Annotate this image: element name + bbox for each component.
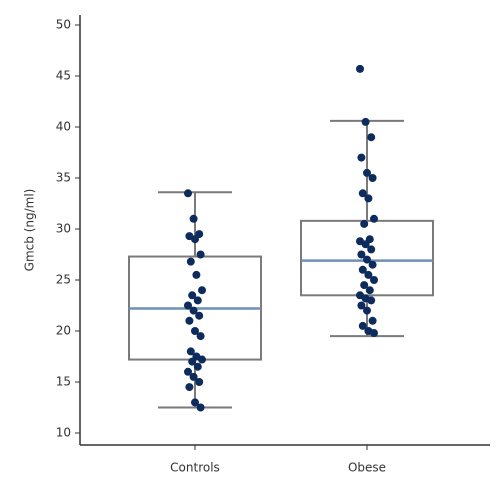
data-point: [364, 194, 373, 203]
data-point: [363, 306, 371, 315]
y-tick-label: 50: [56, 18, 71, 32]
data-point: [184, 189, 192, 198]
data-point: [185, 383, 194, 392]
data-point: [193, 362, 202, 371]
data-point: [357, 153, 366, 162]
data-point: [358, 321, 367, 330]
data-point: [370, 329, 378, 338]
data-point: [361, 117, 370, 126]
data-point: [185, 316, 194, 325]
data-point: [189, 372, 198, 381]
data-point: [367, 133, 376, 142]
y-tick-label: 45: [56, 69, 71, 83]
data-point: [191, 235, 199, 244]
data-point: [191, 327, 199, 335]
y-tick-label: 25: [56, 273, 71, 287]
data-point: [370, 276, 378, 284]
data-point: [367, 296, 376, 305]
data-point: [189, 306, 198, 315]
data-point: [186, 257, 195, 266]
data-point: [358, 265, 367, 274]
data-point: [184, 301, 192, 310]
data-point: [196, 250, 205, 259]
data-point: [363, 168, 371, 177]
data-point: [357, 301, 366, 310]
y-tick-label: 35: [56, 171, 71, 185]
data-point: [196, 403, 205, 412]
y-tick-label: 15: [56, 375, 71, 389]
data-point: [196, 332, 205, 341]
data-point: [192, 270, 201, 279]
data-point: [361, 240, 370, 249]
y-tick-label: 20: [56, 324, 71, 338]
data-point: [368, 316, 377, 325]
y-tick-label: 10: [56, 426, 71, 440]
data-point: [358, 189, 367, 198]
data-point: [198, 286, 206, 295]
data-point: [368, 260, 377, 269]
data-point: [356, 64, 364, 73]
data-point: [189, 214, 198, 223]
data-point: [365, 286, 374, 295]
data-point: [367, 245, 376, 254]
data-point: [195, 311, 204, 320]
x-tick-label: Obese: [348, 461, 386, 475]
data-point: [198, 355, 206, 364]
data-point: [360, 281, 369, 290]
data-point: [188, 291, 197, 300]
data-point: [193, 296, 202, 305]
data-point: [357, 250, 366, 259]
data-point: [191, 398, 199, 407]
data-point: [195, 378, 204, 386]
x-tick-label: Controls: [170, 461, 220, 475]
y-tick-label: 40: [56, 120, 71, 134]
data-point: [370, 214, 378, 223]
data-point: [188, 357, 197, 366]
data-point: [368, 174, 377, 182]
data-point: [363, 255, 371, 264]
y-axis-label: Gmcb (ng/ml): [23, 189, 37, 272]
y-tick-label: 30: [56, 222, 71, 236]
data-point: [364, 270, 373, 279]
data-point: [184, 367, 192, 376]
data-point: [360, 219, 369, 228]
data-point: [186, 347, 195, 356]
